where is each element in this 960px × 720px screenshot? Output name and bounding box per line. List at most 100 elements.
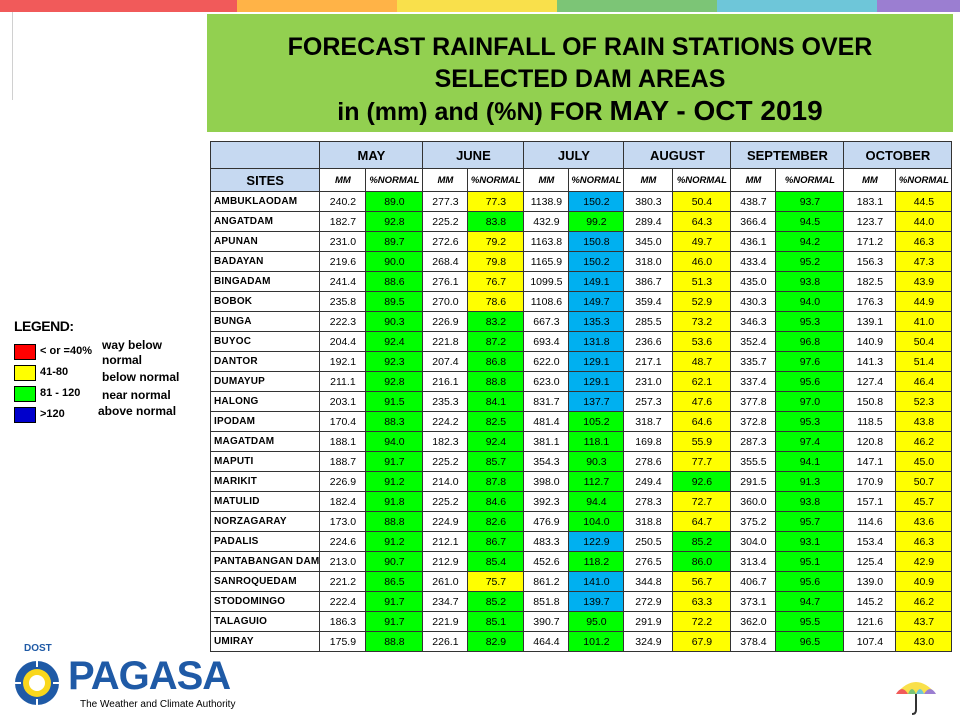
percent-normal-cell: 43.9 [895,271,953,292]
site-name: BUNGA [209,311,321,332]
rainfall-mm-cell: 140.9 [843,331,897,352]
rainfall-mm-cell: 150.8 [843,391,897,412]
rainfall-mm-cell: 203.1 [319,391,367,412]
percent-normal-cell: 43.7 [895,611,953,632]
rainfall-mm-cell: 170.9 [843,471,897,492]
rainfall-mm-cell: 121.6 [843,611,897,632]
rainfall-mm-cell: 182.3 [422,431,469,452]
rainfall-mm-cell: 226.1 [422,631,469,652]
percent-normal-cell: 95.2 [775,251,845,272]
rainfall-mm-cell: 212.9 [422,551,469,572]
table-row: NORZAGARAY 173.0 88.8 224.9 82.6 476.9 104.0 31… [209,511,953,532]
rainfall-mm-cell: 221.8 [422,331,469,352]
rainfall-mm-cell: 204.4 [319,331,367,352]
percent-normal-cell: 52.9 [672,291,732,312]
rainfall-mm-cell: 213.0 [319,551,367,572]
percent-normal-cell: 87.2 [467,331,525,352]
rainfall-mm-cell: 261.0 [422,571,469,592]
percent-normal-cell: 78.6 [467,291,525,312]
rainfall-mm-cell: 221.2 [319,571,367,592]
percent-normal-cell: 41.0 [895,311,953,332]
site-name: PADALIS [209,531,321,552]
site-name: MAGATDAM [209,431,321,452]
legend-swatch-way-below [14,344,36,360]
rainfall-mm-cell: 452.6 [523,551,570,572]
rainfall-mm-cell: 188.1 [319,431,367,452]
table-row: MAPUTI 188.7 91.7 225.2 85.7 354.3 90.3 278.6 77… [209,451,953,472]
percent-normal-cell: 122.9 [568,531,625,552]
site-name: STODOMINGO [209,591,321,612]
percent-normal-cell: 79.8 [467,251,525,272]
percent-normal-cell: 86.7 [467,531,525,552]
table-row: TALAGUIO 186.3 91.7 221.9 85.1 390.7 95.0 291.9… [209,611,953,632]
rainfall-mm-cell: 1138.9 [523,191,570,212]
percent-normal-cell: 77.7 [672,451,732,472]
percent-normal-cell: 43.6 [895,511,953,532]
rainfall-mm-cell: 169.8 [623,431,674,452]
rainfall-mm-cell: 324.9 [623,631,674,652]
rainfall-mm-cell: 372.8 [730,411,777,432]
rainfall-mm-cell: 390.7 [523,611,570,632]
rainfall-mm-cell: 1163.8 [523,231,570,252]
rainfall-mm-cell: 221.9 [422,611,469,632]
rainfall-mm-cell: 211.1 [319,371,367,392]
percent-normal-cell: 47.3 [895,251,953,272]
rainfall-mm-cell: 287.3 [730,431,777,452]
site-name: NORZAGARAY [209,511,321,532]
month-september: SEPTEMBER [730,141,845,169]
site-name: HALONG [209,391,321,412]
mm-header: MM [843,168,897,192]
rainfall-mm-cell: 153.4 [843,531,897,552]
percent-normal-cell: 50.4 [895,331,953,352]
sun-emblem-icon [15,661,59,705]
percent-normal-cell: 92.3 [365,351,424,372]
rainfall-mm-cell: 623.0 [523,371,570,392]
rainfall-table: MAY JUNE JULY AUGUST SEPTEMBER OCTOBER S… [209,141,953,652]
legend-swatch-above [14,407,36,423]
site-name: BINGADAM [209,271,321,292]
percent-normal-cell: 96.8 [775,331,845,352]
site-name: TALAGUIO [209,611,321,632]
rainfall-mm-cell: 234.7 [422,591,469,612]
rainfall-mm-cell: 156.3 [843,251,897,272]
rainfall-mm-cell: 464.4 [523,631,570,652]
percent-normal-cell: 91.3 [775,471,845,492]
site-name: MARIKIT [209,471,321,492]
percent-normal-cell: 97.6 [775,351,845,372]
rainfall-mm-cell: 249.4 [623,471,674,492]
table-row: BUNGA 222.3 90.3 226.9 83.2 667.3 135.3 285.5 73… [209,311,953,332]
site-name: BADAYAN [209,251,321,272]
percent-normal-cell: 112.7 [568,471,625,492]
rainfall-mm-cell: 276.5 [623,551,674,572]
rainfall-mm-cell: 831.7 [523,391,570,412]
table-body: AMBUKLAODAM 240.2 89.0 277.3 77.3 1138.9 150.2… [209,191,953,652]
rainfall-mm-cell: 435.0 [730,271,777,292]
table-row: APUNAN 231.0 89.7 272.6 79.2 1163.8 150.8 345.0… [209,231,953,252]
site-name: BOBOK [209,291,321,312]
rainfall-mm-cell: 366.4 [730,211,777,232]
rainfall-mm-cell: 432.9 [523,211,570,232]
percent-normal-cell: 75.7 [467,571,525,592]
site-name: BUYOC [209,331,321,352]
rainfall-mm-cell: 145.2 [843,591,897,612]
percent-normal-cell: 72.7 [672,491,732,512]
top-color-bar [0,0,960,12]
rainfall-mm-cell: 225.2 [422,211,469,232]
rainfall-mm-cell: 481.4 [523,411,570,432]
legend-desc-below: below normal [102,370,180,384]
percent-normal-cell: 94.0 [365,431,424,452]
legend: LEGEND: < or =40% 41-80 81 - 120 >120 wa… [14,318,204,428]
percent-normal-cell: 40.9 [895,571,953,592]
rainfall-mm-cell: 214.0 [422,471,469,492]
percent-normal-cell: 82.5 [467,411,525,432]
rainfall-mm-cell: 240.2 [319,191,367,212]
percent-normal-cell: 94.1 [775,451,845,472]
table-row: HALONG 203.1 91.5 235.3 84.1 831.7 137.7 257.3 4… [209,391,953,412]
site-name: DUMAYUP [209,371,321,392]
percent-normal-cell: 50.4 [672,191,732,212]
rainfall-mm-cell: 354.3 [523,451,570,472]
percent-normal-cell: 45.0 [895,451,953,472]
rainfall-mm-cell: 622.0 [523,351,570,372]
percent-normal-cell: 64.3 [672,211,732,232]
percent-normal-cell: 91.2 [365,471,424,492]
